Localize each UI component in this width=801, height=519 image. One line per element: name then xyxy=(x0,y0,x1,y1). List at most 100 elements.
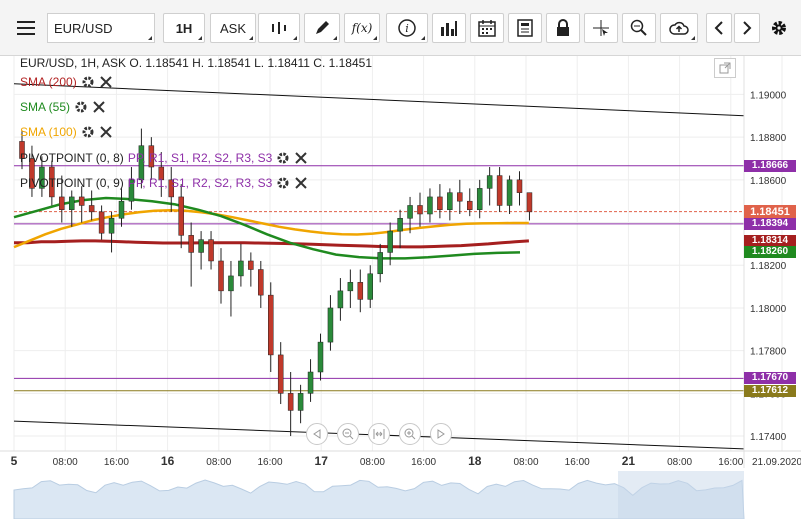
zoom-in-icon xyxy=(404,428,416,440)
candle-bull xyxy=(228,275,234,292)
close-icon[interactable] xyxy=(294,151,308,165)
chevron-left-icon xyxy=(714,21,723,35)
crosshair-button[interactable] xyxy=(584,13,618,43)
lock-button[interactable] xyxy=(546,13,580,43)
triangle-right-icon xyxy=(437,429,445,439)
chart-grid xyxy=(13,56,783,451)
candle-bull xyxy=(337,290,344,309)
candle-bear xyxy=(357,282,364,300)
gear-icon xyxy=(772,21,786,35)
scroll-right-button[interactable] xyxy=(734,13,760,43)
candle-bull xyxy=(138,145,145,181)
candle-bull xyxy=(377,252,383,275)
legend-pivot-8: PIVOTPOINT (0, 8) PP, R1, S1, R2, S2, R3… xyxy=(20,151,308,165)
close-icon[interactable] xyxy=(92,100,106,114)
news-button[interactable] xyxy=(508,13,542,43)
candle-bear xyxy=(29,158,35,189)
candle-bull xyxy=(327,307,334,343)
time-axis-label: 16:00 xyxy=(718,457,743,468)
legend-label: SMA (55) xyxy=(20,100,71,114)
axes: 1.190001.188001.186001.184001.182001.180… xyxy=(0,56,801,519)
gear-icon[interactable] xyxy=(276,151,290,165)
candle-bear xyxy=(88,205,95,213)
time-axis-label: 18 xyxy=(468,454,482,468)
timeframe-label: 1H xyxy=(175,20,193,36)
toolbar: EUR/USD 1H ASK f(x) i xyxy=(0,0,801,56)
candle-bull xyxy=(387,230,393,253)
timeframe-button[interactable]: 1H xyxy=(163,13,205,43)
candle-bear xyxy=(178,196,184,236)
gear-icon[interactable] xyxy=(74,100,88,114)
candle-bull xyxy=(198,239,204,253)
time-axis-label: 16:00 xyxy=(257,457,282,468)
time-axis-label: 5 xyxy=(11,454,18,468)
legend-label: SMA (100) xyxy=(20,125,77,139)
menu-icon xyxy=(17,21,35,35)
pencil-icon xyxy=(316,21,329,34)
candle-bear xyxy=(417,205,423,215)
price-tag: 1.17612 xyxy=(744,384,796,397)
candle-bull xyxy=(407,205,413,219)
settings-button[interactable] xyxy=(766,13,792,43)
zoom-in-button[interactable] xyxy=(399,423,421,445)
candle-bear xyxy=(457,192,463,202)
calendar-button[interactable] xyxy=(470,13,504,43)
nav-next-button[interactable] xyxy=(430,423,452,445)
zoom-button[interactable] xyxy=(622,13,656,43)
candle-bull xyxy=(307,371,314,394)
trend-line xyxy=(13,83,745,117)
price-axis-label: 1.17400 xyxy=(750,432,787,443)
gear-icon[interactable] xyxy=(81,125,95,139)
price-tag: 1.18394 xyxy=(744,217,796,230)
close-icon[interactable] xyxy=(99,125,113,139)
candle-bull xyxy=(447,192,453,210)
info-button[interactable]: i xyxy=(386,13,428,43)
time-axis-label: 08:00 xyxy=(667,457,692,468)
popout-button[interactable] xyxy=(714,58,736,78)
candle-bull xyxy=(506,179,513,206)
candle-bear xyxy=(19,141,25,159)
drawing-tools-button[interactable] xyxy=(304,13,340,43)
candle-bear xyxy=(208,239,214,262)
legend-sma55: SMA (55) xyxy=(20,100,106,114)
time-axis-label: 16:00 xyxy=(411,457,436,468)
symbol-label: EUR/USD xyxy=(54,21,113,36)
candle-bear xyxy=(158,166,165,181)
zoom-out-icon xyxy=(342,428,354,440)
chart-area[interactable]: 1.190001.188001.186001.184001.182001.180… xyxy=(0,56,801,519)
candle-bull xyxy=(427,196,433,215)
stats-button[interactable] xyxy=(432,13,466,43)
candle-bull xyxy=(238,260,244,277)
reset-zoom-button[interactable] xyxy=(368,423,390,445)
symbol-selector[interactable]: EUR/USD xyxy=(47,13,155,43)
gear-icon[interactable] xyxy=(276,176,290,190)
gear-icon[interactable] xyxy=(81,75,95,89)
candle-bear xyxy=(287,393,294,411)
time-axis-label: 08:00 xyxy=(360,457,385,468)
nav-prev-button[interactable] xyxy=(306,423,328,445)
crosshair-icon xyxy=(593,20,609,36)
close-icon[interactable] xyxy=(294,176,308,190)
indicators-button[interactable]: f(x) xyxy=(344,13,380,43)
legend-pivot-levels: PP, R1, S1, R2, S2, R3, S3 xyxy=(127,151,273,165)
price-tag: 1.18666 xyxy=(744,159,796,172)
price-chart[interactable]: 1.190001.188001.186001.184001.182001.180… xyxy=(0,56,801,519)
candle-bear xyxy=(516,179,523,193)
candle-bear xyxy=(59,196,65,210)
price-tag: 1.18451 xyxy=(744,204,796,219)
time-axis-label: 21 xyxy=(622,454,636,468)
price-side-label: ASK xyxy=(219,20,246,36)
price-axis-label: 1.18600 xyxy=(750,176,787,187)
time-axis-label: 16:00 xyxy=(104,457,129,468)
close-icon[interactable] xyxy=(99,75,113,89)
lock-icon xyxy=(557,19,569,36)
price-axis-label: 1.19000 xyxy=(750,90,787,101)
hamburger-menu-button[interactable] xyxy=(10,13,42,43)
chart-type-button[interactable] xyxy=(258,13,300,43)
zoom-out-button[interactable] xyxy=(337,423,359,445)
price-side-button[interactable]: ASK xyxy=(210,13,256,43)
navigator-window xyxy=(618,471,744,519)
upload-button[interactable] xyxy=(660,13,698,43)
scroll-left-button[interactable] xyxy=(706,13,732,43)
candle-bear xyxy=(168,179,174,198)
